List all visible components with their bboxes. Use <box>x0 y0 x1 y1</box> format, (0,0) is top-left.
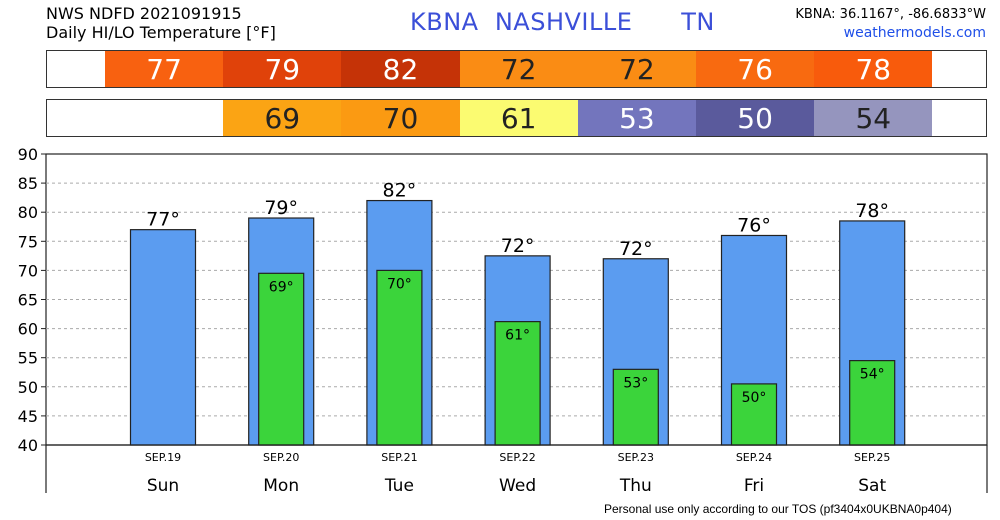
model-run-label: NWS NDFD 2021091915 <box>46 4 242 23</box>
lo-bar-label: 54° <box>860 367 885 383</box>
lo-bar <box>494 321 541 446</box>
temperature-chart: 90 85 80 75 70 65 60 55 50 45 40 77° SEP.19 Sun 79° 69°… <box>18 145 988 496</box>
lo-bar <box>258 272 305 446</box>
product-label: Daily HI/LO Temperature [°F] <box>46 23 276 42</box>
hi-bar-label: 77° <box>146 209 180 231</box>
site-link[interactable]: weathermodels.com <box>843 25 986 41</box>
station-title: KBNA NASHVILLE TN <box>410 8 715 36</box>
lo-bar-label: 70° <box>387 276 412 292</box>
x-day-label: Thu <box>619 476 652 496</box>
lo-temp-cell: 50 <box>696 100 815 136</box>
lo-bar-label: 50° <box>742 390 767 406</box>
hi-temp-cell: 76 <box>696 51 815 87</box>
lo-temp-strip: 69 70 61 53 50 54 <box>46 99 987 137</box>
coordinates: KBNA: 36.1167°, -86.6833°W <box>795 7 986 22</box>
x-day-label: Sat <box>858 476 886 496</box>
x-date-label: SEP.21 <box>381 451 417 464</box>
hi-bar-label: 78° <box>855 200 889 222</box>
hi-temp-cell: 72 <box>577 51 696 87</box>
lo-bar <box>376 269 423 446</box>
lo-temp-cell: 53 <box>577 100 696 136</box>
x-date-label: SEP.24 <box>736 451 772 464</box>
city-name: NASHVILLE <box>494 8 633 36</box>
y-tick-label: 60 <box>18 320 38 339</box>
lo-temp-cell: 69 <box>223 100 342 136</box>
y-tick-label: 90 <box>18 145 38 164</box>
hi-bar-label: 82° <box>383 180 417 202</box>
hi-temp-strip: 77 79 82 72 72 76 78 <box>46 50 987 88</box>
y-tick-label: 45 <box>18 407 38 426</box>
hi-temp-cell: 72 <box>459 51 578 87</box>
header-info: NWS NDFD 2021091915 Daily HI/LO Temperat… <box>46 4 276 42</box>
lo-temp-cell: 70 <box>341 100 460 136</box>
state-name: TN <box>681 8 715 36</box>
lo-bar <box>612 368 659 446</box>
tos-footer: Personal use only according to our TOS (… <box>604 502 952 516</box>
x-date-label: SEP.25 <box>854 451 890 464</box>
y-tick-label: 40 <box>18 436 38 455</box>
x-date-label: SEP.19 <box>145 451 181 464</box>
y-tick-label: 85 <box>18 174 38 193</box>
lo-bar-label: 61° <box>505 328 530 344</box>
station-id: KBNA <box>410 8 479 36</box>
hi-bar-label: 72° <box>501 235 535 257</box>
hi-temp-cell: 77 <box>105 51 224 87</box>
hi-bar <box>129 229 197 446</box>
y-tick-label: 50 <box>18 378 38 397</box>
y-tick-label: 75 <box>18 232 38 251</box>
x-day-label: Tue <box>384 476 414 496</box>
hi-bar-label: 76° <box>737 214 771 236</box>
x-date-label: SEP.20 <box>263 451 299 464</box>
lo-bar-label: 53° <box>623 375 648 391</box>
x-day-label: Sun <box>147 476 179 496</box>
x-day-label: Fri <box>744 476 764 496</box>
y-tick-label: 55 <box>18 349 38 368</box>
hi-temp-cell: 79 <box>223 51 342 87</box>
y-tick-label: 65 <box>18 291 38 310</box>
x-date-label: SEP.22 <box>499 451 535 464</box>
hi-bar-label: 72° <box>619 238 653 260</box>
hi-bar-label: 79° <box>264 197 298 219</box>
lo-bar-label: 69° <box>269 279 294 295</box>
lo-temp-cell: 54 <box>814 100 933 136</box>
hi-temp-cell: 82 <box>341 51 460 87</box>
x-date-label: SEP.23 <box>618 451 654 464</box>
x-day-label: Mon <box>263 476 299 496</box>
lo-temp-cell: 61 <box>459 100 578 136</box>
hi-temp-cell: 78 <box>814 51 933 87</box>
lo-bar <box>849 360 896 446</box>
lo-bar <box>730 383 778 446</box>
y-tick-label: 80 <box>18 203 38 222</box>
header-meta: KBNA: 36.1167°, -86.6833°W weathermodels… <box>795 6 986 42</box>
y-tick-label: 70 <box>18 261 38 280</box>
x-day-label: Wed <box>499 476 536 496</box>
